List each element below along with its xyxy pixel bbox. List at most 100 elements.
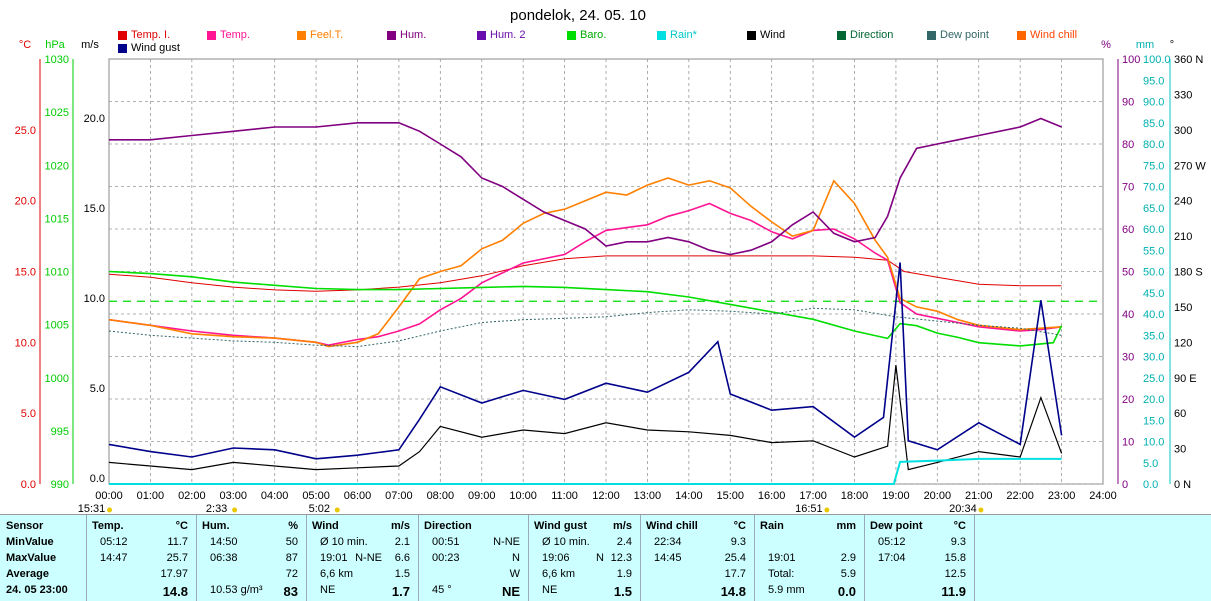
rain-tick-label: 15.0 xyxy=(1143,415,1164,427)
legend-item: Temp. I. xyxy=(118,29,170,41)
pressure-tick-label: 990 xyxy=(51,479,69,491)
stats-unit: mm xyxy=(836,520,856,532)
legend-item: Dew point xyxy=(927,29,989,41)
legend-label: Temp. xyxy=(220,29,250,41)
hum-tick-label: 20 xyxy=(1122,394,1134,406)
stats-cell-label: 45 ° xyxy=(432,584,452,596)
legend-label: Dew point xyxy=(940,29,989,41)
time-tick-label: 02:00 xyxy=(178,490,206,502)
direction-axis-unit: ° xyxy=(1170,39,1174,51)
time-tick-label: 13:00 xyxy=(634,490,662,502)
stats-cell-value: 17.7 xyxy=(724,568,746,580)
stats-header: Wind chill xyxy=(646,520,698,532)
legend-item: Feel.T. xyxy=(297,29,343,41)
stats-cell-label: 05:12 xyxy=(878,536,906,548)
time-tick-label: 18:00 xyxy=(841,490,869,502)
pressure-tick-label: 1015 xyxy=(45,213,69,225)
stats-cell-value: 87 xyxy=(285,552,298,564)
stats-unit: °C xyxy=(953,520,966,532)
direction-tick-label: 150 xyxy=(1174,302,1192,314)
rain-tick-label: 10.0 xyxy=(1143,437,1164,449)
stats-unit: °C xyxy=(175,520,188,532)
stats-column: Sensor MinValue MaxValue Average 24. 05 23:0… xyxy=(0,515,87,601)
wind-tick-label: 15.0 xyxy=(84,203,105,215)
legend-label: Baro. xyxy=(580,29,607,41)
time-tick-label: 16:00 xyxy=(758,490,786,502)
chart-marks xyxy=(108,117,1103,485)
time-tick-label: 22:00 xyxy=(1006,490,1034,502)
stats-cell-value: 17.97 xyxy=(160,568,188,580)
temp-tick-label: 15.0 xyxy=(15,267,36,279)
event-label: 20:34 xyxy=(949,503,977,514)
stats-cell-value: 50 xyxy=(285,536,298,548)
legend-swatch xyxy=(927,30,936,40)
stats-cell-label: 6,6 km xyxy=(320,568,354,580)
stats-column: Wind m/s Ø 10 min. 2.1 19:01 N-NE 6.6 6,6 km 1.5… xyxy=(306,515,419,601)
time-tick-label: 12:00 xyxy=(592,490,620,502)
direction-tick-label: 300 xyxy=(1174,125,1192,137)
stats-cell-value: 11.7 xyxy=(167,536,188,548)
stats-cell-value: 12.5 xyxy=(944,568,966,580)
time-tick-label: 11:00 xyxy=(551,490,578,502)
stats-cell-value: 14.8 xyxy=(162,584,188,599)
stats-cell-label: 19:01 xyxy=(768,552,796,564)
rain-tick-label: 95.0 xyxy=(1143,75,1164,87)
stats-cell-value: 2.1 xyxy=(394,536,410,548)
legend-item: Wind gust xyxy=(118,42,180,54)
hum-tick-label: 50 xyxy=(1122,267,1134,279)
stats-unit: m/s xyxy=(391,520,410,532)
event-marker xyxy=(978,507,984,513)
temp-tick-label: 10.0 xyxy=(15,337,36,349)
stats-cell-value: 11.9 xyxy=(941,584,966,599)
legend-item: Wind chill xyxy=(1017,29,1077,41)
rain-tick-label: 70.0 xyxy=(1143,182,1164,194)
hum-tick-label: 90 xyxy=(1122,97,1134,109)
direction-tick-label: 90 E xyxy=(1174,373,1197,385)
stats-cell-value: 1.7 xyxy=(391,584,410,599)
stats-cell-value: 9.3 xyxy=(730,536,746,548)
stats-cell-value: 72 xyxy=(285,568,298,580)
stats-cell-label: Average xyxy=(6,568,50,580)
stats-unit: % xyxy=(288,520,298,532)
direction-tick-label: 180 S xyxy=(1174,267,1203,279)
stats-cell-value: 1.5 xyxy=(613,584,632,599)
legend-item: Wind xyxy=(747,29,785,41)
stats-cell-label: 17:04 xyxy=(878,552,906,564)
event-marker xyxy=(107,507,113,513)
stats-column: Temp. °C 05:12 11.7 14:47 25.7 17.97 14.8 xyxy=(86,515,197,601)
time-tick-label: 15:00 xyxy=(716,490,744,502)
wind-axis-unit: m/s xyxy=(81,39,99,51)
stats-column: Rain mm 19:01 2.9 Total: 5.9 5.9 mm 0.0 xyxy=(754,515,865,601)
legend-item: Temp. xyxy=(207,29,250,41)
pressure-axis-unit: hPa xyxy=(45,39,65,51)
legend-swatch xyxy=(118,30,127,40)
wind-tick-label: 10.0 xyxy=(84,293,105,305)
pressure-tick-label: 1010 xyxy=(45,267,69,279)
legend-item: Direction xyxy=(837,29,893,41)
wind-tick-label: 5.0 xyxy=(90,383,105,395)
stats-cell-label: 14:45 xyxy=(654,552,682,564)
stats-header: Dew point xyxy=(870,520,923,532)
series-line xyxy=(108,365,1063,471)
series-line xyxy=(109,457,1062,485)
legend-label: Wind xyxy=(760,29,786,41)
stats-cell-value: N xyxy=(512,552,520,564)
time-tick-label: 24:00 xyxy=(1089,490,1117,502)
stats-unit: m/s xyxy=(613,520,632,532)
temp-tick-label: 20.0 xyxy=(15,196,36,208)
statistics-table: Sensor MinValue MaxValue Average 24. 05 23:0… xyxy=(0,514,1211,601)
legend-label: Feel.T. xyxy=(310,29,344,41)
event-marker xyxy=(232,507,238,513)
hum-tick-label: 30 xyxy=(1122,352,1134,364)
legend-swatch xyxy=(207,30,216,40)
rain-axis-unit: mm xyxy=(1136,39,1154,51)
stats-header: Direction xyxy=(424,520,472,532)
temp-tick-label: 5.0 xyxy=(21,408,36,420)
rain-tick-label: 85.0 xyxy=(1143,118,1164,130)
stats-column: Direction 00:51 N-NE 00:23 N W 45 ° NE xyxy=(418,515,529,601)
stats-cell-label: 19:01 xyxy=(320,552,348,564)
wind-tick-label: 20.0 xyxy=(84,113,105,125)
legend-item: Baro. xyxy=(567,29,606,41)
stats-cell-label: MaxValue xyxy=(6,552,57,564)
stats-cell-value: 1.5 xyxy=(394,568,410,580)
